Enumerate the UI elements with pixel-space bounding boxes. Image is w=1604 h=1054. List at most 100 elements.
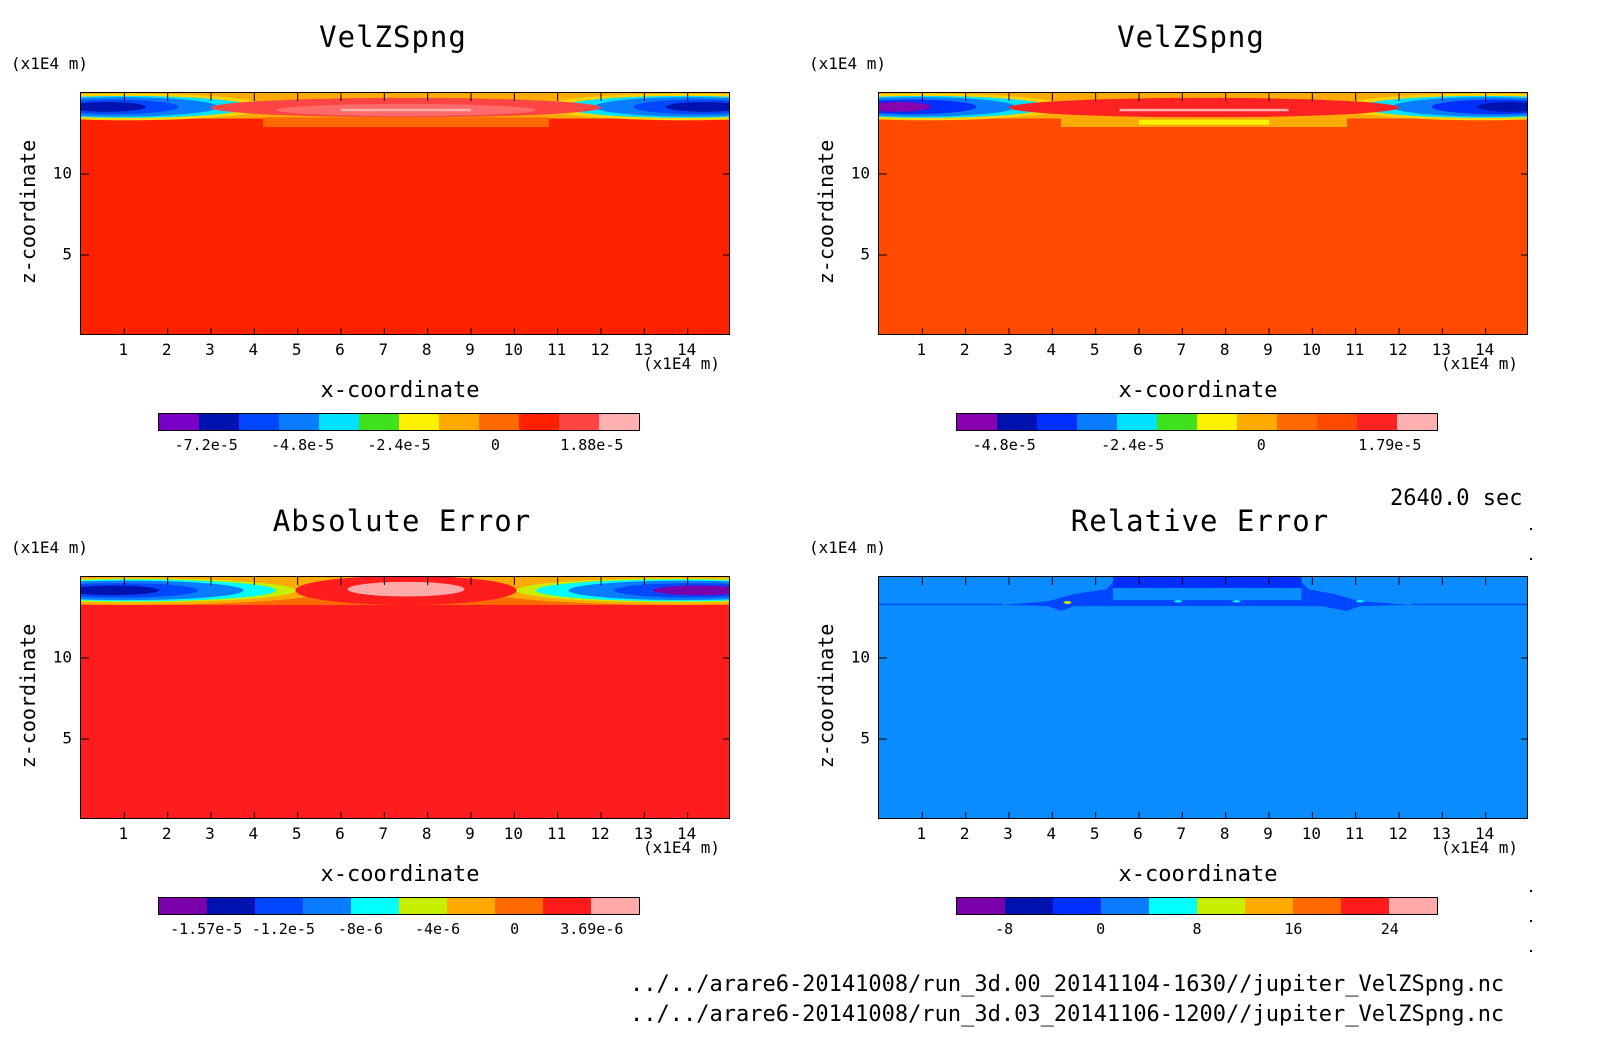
x-tick-label: 4 bbox=[248, 340, 259, 359]
colorbar-label: 0 bbox=[490, 436, 500, 454]
colorbar-segment bbox=[1157, 414, 1197, 430]
colorbar-segment bbox=[1149, 898, 1197, 914]
x-unit-label: (x1E4 m) bbox=[643, 354, 721, 373]
x-tick-label: 2 bbox=[959, 824, 970, 843]
contour-field bbox=[879, 577, 1527, 818]
x-tick-label: 4 bbox=[1046, 824, 1057, 843]
x-tick-label: 2 bbox=[959, 340, 970, 359]
colorbar-label: -4e-6 bbox=[414, 920, 461, 938]
x-tick-label: 1 bbox=[118, 824, 129, 843]
colorbar-label: -2.4e-5 bbox=[1101, 436, 1165, 454]
contour-region bbox=[81, 93, 729, 102]
contour-region bbox=[341, 108, 471, 112]
x-tick-label: 8 bbox=[421, 824, 432, 843]
colorbar-label: 16 bbox=[1284, 920, 1303, 938]
colorbar-segment bbox=[255, 898, 303, 914]
colorbar-segment bbox=[1053, 898, 1101, 914]
x-tick-label: 9 bbox=[465, 340, 475, 359]
colorbar-segment bbox=[1397, 414, 1437, 430]
x-tick-label: 8 bbox=[421, 340, 432, 359]
colorbar-label: 24 bbox=[1380, 920, 1399, 938]
chart-panel-absolute-error: Absolute Error (x1E4 m) z-coordinate (x1… bbox=[0, 484, 804, 974]
x-tick-label: 12 bbox=[590, 824, 610, 843]
x-tick-label: 4 bbox=[1046, 340, 1057, 359]
x-tick-label: 13 bbox=[1431, 824, 1451, 843]
colorbar bbox=[158, 897, 640, 915]
colorbar-segment bbox=[439, 414, 479, 430]
x-tick-label: 10 bbox=[1301, 824, 1321, 843]
colorbar-segment bbox=[1277, 414, 1317, 430]
x-unit-label: (x1E4 m) bbox=[643, 838, 721, 857]
y-unit-label: (x1E4 m) bbox=[809, 538, 887, 557]
colorbar-segment bbox=[1005, 898, 1053, 914]
colorbar-segment bbox=[399, 414, 439, 430]
colorbar-segment bbox=[1077, 414, 1117, 430]
chart-title: VelZSpng bbox=[1117, 20, 1265, 54]
x-tick-label: 1 bbox=[118, 340, 129, 359]
colorbar-label: -2.4e-5 bbox=[367, 436, 431, 454]
colorbar-segment bbox=[1237, 414, 1277, 430]
colorbar-segment bbox=[279, 414, 319, 430]
x-tick-label: 12 bbox=[1388, 340, 1408, 359]
x-tick-label: 3 bbox=[1003, 824, 1013, 843]
x-tick-label: 3 bbox=[205, 340, 215, 359]
colorbar-label: 0 bbox=[1256, 436, 1266, 454]
colorbar-segment bbox=[559, 414, 599, 430]
colorbar-segment bbox=[351, 898, 399, 914]
colorbar-segment bbox=[1117, 414, 1157, 430]
colorbar bbox=[956, 897, 1438, 915]
contour-region bbox=[879, 101, 931, 112]
y-axis-label: z-coordinate bbox=[814, 139, 838, 285]
colorbar-label: -4.8e-5 bbox=[972, 436, 1036, 454]
x-tick-label: 10 bbox=[503, 340, 523, 359]
colorbar-segment bbox=[957, 414, 997, 430]
colorbar-label: -7.2e-5 bbox=[174, 436, 238, 454]
colorbar-segment bbox=[1317, 414, 1357, 430]
colorbar-segment bbox=[1293, 898, 1341, 914]
x-tick-label: 3 bbox=[205, 824, 215, 843]
contour-region bbox=[879, 603, 1003, 606]
colorbar-segment bbox=[1357, 414, 1397, 430]
x-tick-label: 12 bbox=[590, 340, 610, 359]
y-tick-label: 5 bbox=[62, 244, 72, 264]
colorbar-label: -1.57e-5 bbox=[170, 920, 243, 938]
y-unit-label: (x1E4 m) bbox=[809, 54, 887, 73]
x-tick-label: 13 bbox=[633, 340, 653, 359]
contour-field bbox=[81, 93, 729, 334]
plot-area bbox=[878, 576, 1528, 819]
y-tick-label: 5 bbox=[860, 728, 870, 748]
contour-region bbox=[879, 93, 1527, 102]
colorbar bbox=[158, 413, 640, 431]
x-axis-label: x-coordinate bbox=[320, 862, 480, 887]
y-axis-label: z-coordinate bbox=[814, 623, 838, 769]
chart-title: VelZSpng bbox=[319, 20, 467, 54]
x-tick-label: 11 bbox=[1345, 824, 1365, 843]
x-unit-label: (x1E4 m) bbox=[1441, 354, 1519, 373]
x-tick-label: 5 bbox=[1089, 824, 1100, 843]
colorbar-label: -8 bbox=[995, 920, 1014, 938]
chart-panel-velzspng-2: VelZSpng (x1E4 m) z-coordinate (x1E4 m) … bbox=[798, 0, 1602, 490]
x-tick-label: 8 bbox=[1219, 824, 1230, 843]
x-tick-label: 9 bbox=[1263, 824, 1273, 843]
colorbar-segment bbox=[207, 898, 255, 914]
colorbar-label: -8e-6 bbox=[337, 920, 384, 938]
x-tick-label: 8 bbox=[1219, 340, 1230, 359]
x-tick-label: 6 bbox=[335, 824, 345, 843]
colorbar-segment bbox=[319, 414, 359, 430]
colorbar-label: 1.88e-5 bbox=[560, 436, 624, 454]
colorbar-label: 1.79e-5 bbox=[1358, 436, 1422, 454]
colorbar-segment bbox=[1197, 898, 1245, 914]
contour-region bbox=[347, 581, 465, 597]
colorbar-label: 0 bbox=[1096, 920, 1106, 938]
contour-region bbox=[1063, 601, 1072, 604]
x-tick-label: 6 bbox=[1133, 824, 1143, 843]
colorbar-label: -1.2e-5 bbox=[251, 920, 315, 938]
colorbar-segment bbox=[359, 414, 399, 430]
colorbar-segment bbox=[957, 898, 1005, 914]
contour-region bbox=[1139, 119, 1269, 125]
colorbar-segment bbox=[303, 898, 351, 914]
contour-field bbox=[81, 577, 729, 818]
x-tick-label: 11 bbox=[547, 824, 567, 843]
marker-dot bbox=[1530, 950, 1532, 952]
colorbar-segment bbox=[159, 414, 199, 430]
